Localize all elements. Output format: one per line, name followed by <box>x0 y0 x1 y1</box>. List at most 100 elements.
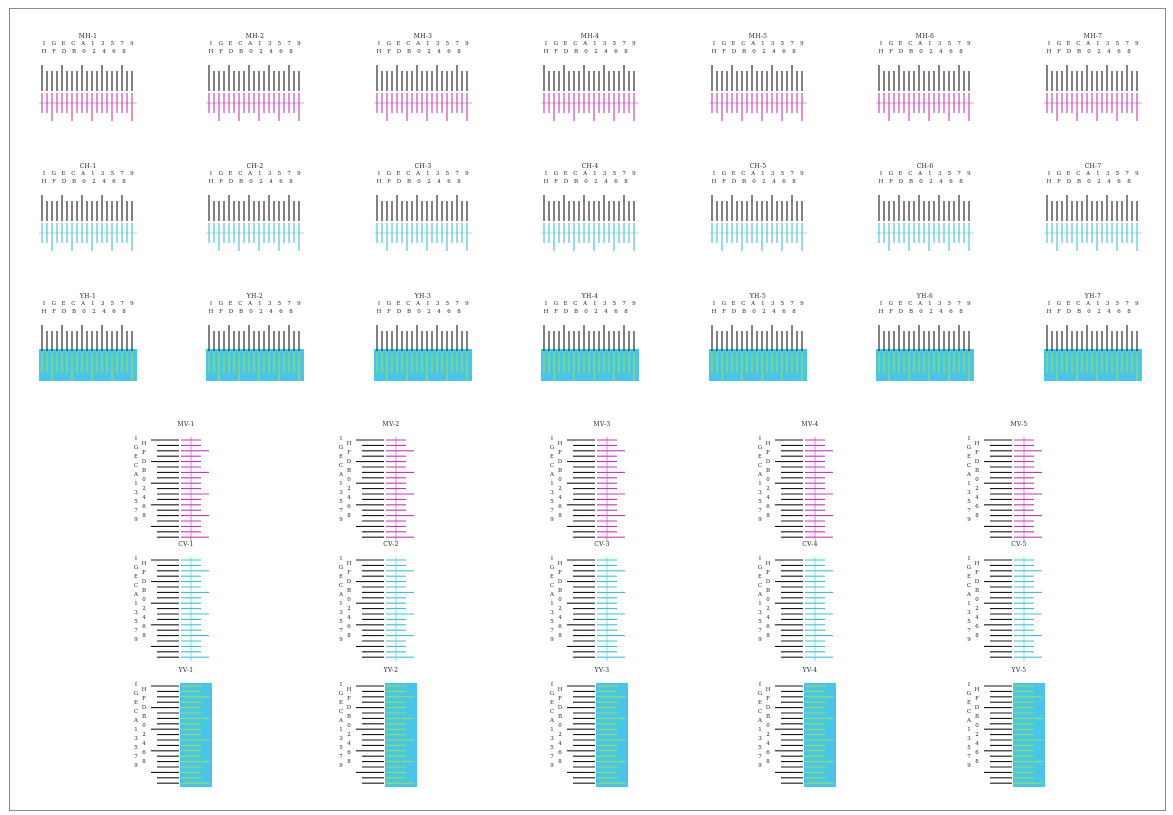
legend-char: 5 <box>445 41 450 47</box>
legend-char: 4 <box>558 615 562 621</box>
legend-char: G <box>133 565 139 571</box>
legend-char: 0 <box>752 309 756 315</box>
legend-char: 9 <box>134 517 138 523</box>
legend-char: 0 <box>82 309 86 315</box>
pattern-title: YH-1 <box>79 293 97 300</box>
legend-char: G <box>218 301 223 307</box>
legend-char: 5 <box>110 301 115 307</box>
legend-char: 9 <box>297 171 301 177</box>
legend-char: I <box>550 682 554 688</box>
legend-char: 2 <box>975 732 979 738</box>
legend-char: 9 <box>297 41 301 47</box>
alignment-lines <box>151 683 212 787</box>
legend-char: B <box>406 179 412 185</box>
legend-char: F <box>558 450 562 456</box>
legend-char: 3 <box>758 610 762 616</box>
legend-char: B <box>238 179 244 185</box>
legend-char: 7 <box>550 508 554 514</box>
legend-char: 0 <box>249 49 253 55</box>
legend-char: C <box>71 171 76 177</box>
alignment-lines <box>709 195 807 251</box>
legend-char: F <box>975 570 979 576</box>
legend-char: 6 <box>766 624 770 630</box>
legend-char: H <box>376 309 382 315</box>
legend-char: G <box>338 565 344 571</box>
legend-char: 6 <box>142 624 146 630</box>
legend-char: G <box>757 691 763 697</box>
legend-char: A <box>550 472 554 478</box>
legend-char: 5 <box>339 619 343 625</box>
legend-char: 1 <box>91 171 95 177</box>
legend-char: G <box>888 301 893 307</box>
alignment-lines <box>541 65 639 121</box>
legend-char: 0 <box>766 477 770 483</box>
legend-char: I <box>134 556 138 562</box>
legend-char: G <box>553 171 558 177</box>
alignment-lines <box>151 437 209 541</box>
pattern-title: CH-2 <box>246 163 264 170</box>
pattern-title: MH-2 <box>245 33 265 40</box>
legend-char: 8 <box>558 513 562 519</box>
legend-char: H <box>765 687 771 693</box>
legend-char: 3 <box>770 171 775 177</box>
legend-char: 4 <box>772 309 776 315</box>
pattern-title: CH-3 <box>414 163 432 170</box>
pattern-mv-5: MV-5 I G E C A 1 3 5 7 9 H F D B 0 2 4 6 8 <box>964 421 1054 549</box>
legend-char: 9 <box>800 301 804 307</box>
legend-char: C <box>133 583 139 589</box>
legend-char: C <box>908 301 913 307</box>
pattern-yh-4: YH-4 I G E C A 1 3 5 7 9 H F D B 0 2 4 6 8 <box>541 293 639 381</box>
alignment-lines <box>775 557 833 661</box>
legend-char: 7 <box>967 754 971 760</box>
legend-char: 6 <box>1117 179 1121 185</box>
alignment-lines <box>1044 195 1142 251</box>
legend-char: 6 <box>782 309 786 315</box>
legend-char: H <box>557 687 563 693</box>
legend-char: G <box>888 41 893 47</box>
legend-char: B <box>406 309 412 315</box>
pattern-mh-1: MH-1 I G E C A 1 3 5 7 9 H F D B 0 2 4 6 8 <box>39 33 137 121</box>
legend-char: 6 <box>614 179 618 185</box>
legend-char: A <box>583 301 588 307</box>
legend-char: 5 <box>758 745 762 751</box>
legend-char: 5 <box>445 301 450 307</box>
legend-char: I <box>544 301 548 307</box>
pattern-title: CV-2 <box>383 541 399 548</box>
legend-char: C <box>908 41 913 47</box>
legend-char: 8 <box>558 759 562 765</box>
legend-char: C <box>238 41 243 47</box>
legend-char: 9 <box>1135 301 1139 307</box>
legend-char: 4 <box>939 309 943 315</box>
yellow-backdrop <box>39 349 137 381</box>
legend-char: F <box>52 309 56 315</box>
legend-char: 9 <box>632 171 636 177</box>
legend-char: 1 <box>550 481 554 487</box>
legend-char: E <box>396 41 401 47</box>
pattern-title: YH-6 <box>916 293 934 300</box>
legend-char: I <box>209 171 213 177</box>
legend-char: 0 <box>919 49 923 55</box>
legend-char: C <box>966 583 972 589</box>
pattern-title: CV-5 <box>1011 541 1027 548</box>
legend-char: 2 <box>142 606 146 612</box>
legend-char: 6 <box>1117 309 1121 315</box>
legend-char: D <box>563 179 569 185</box>
legend-char: 4 <box>142 615 146 621</box>
legend-char: C <box>549 709 555 715</box>
legend-char: H <box>765 441 771 447</box>
legend-char: H <box>543 309 549 315</box>
pattern-yh-5: YH-5 I G E C A 1 3 5 7 9 H F D B 0 2 4 6 8 <box>709 293 807 381</box>
legend-char: 7 <box>550 754 554 760</box>
legend-char: 6 <box>766 750 770 756</box>
